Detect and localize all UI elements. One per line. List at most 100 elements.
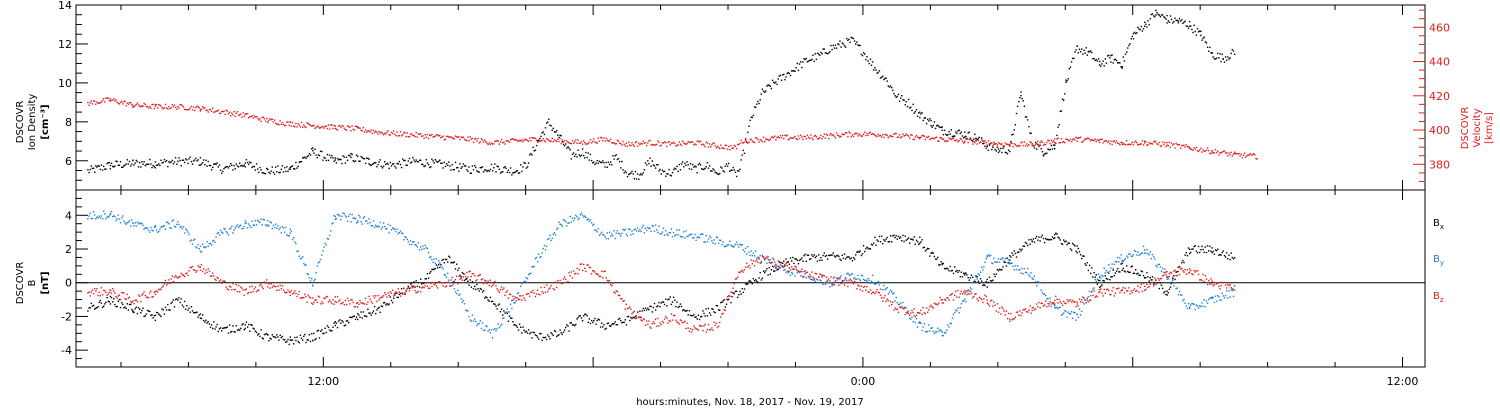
velocity-point xyxy=(813,135,815,137)
bx-point xyxy=(115,305,117,308)
velocity-point xyxy=(885,133,887,136)
velocity-point xyxy=(531,137,533,139)
by-point xyxy=(829,286,831,288)
velocity-point xyxy=(268,119,270,122)
bx-point xyxy=(313,332,315,335)
by-point xyxy=(187,231,189,233)
velocity-point xyxy=(1024,145,1027,147)
density-point xyxy=(206,165,208,167)
bx-point xyxy=(513,324,515,326)
density-point xyxy=(961,135,964,137)
density-point xyxy=(1065,81,1067,83)
bx-point xyxy=(759,272,761,274)
velocity-point xyxy=(825,133,828,135)
density-point xyxy=(127,163,130,165)
bz-point xyxy=(441,282,443,284)
bx-point xyxy=(266,332,268,335)
bx-point xyxy=(979,278,982,280)
density-point xyxy=(1099,60,1101,63)
bx-point xyxy=(986,286,988,288)
velocity-point xyxy=(516,140,519,142)
bx-point xyxy=(1195,250,1198,252)
density-point xyxy=(977,137,979,140)
density-point xyxy=(703,168,705,170)
velocity-point xyxy=(770,136,773,139)
bx-point xyxy=(744,283,747,285)
by-point xyxy=(615,232,617,234)
velocity-point xyxy=(920,136,922,138)
bx-point xyxy=(1016,251,1019,254)
bz-point xyxy=(515,300,517,302)
by-point xyxy=(322,250,324,252)
bx-point xyxy=(128,303,131,306)
velocity-point xyxy=(101,99,104,102)
bz-point xyxy=(523,297,525,299)
bx-point xyxy=(1121,269,1123,271)
velocity-point xyxy=(306,122,308,124)
density-point xyxy=(1137,26,1139,29)
velocity-point xyxy=(1158,141,1160,144)
by-point xyxy=(1004,257,1006,260)
by-point xyxy=(502,317,504,320)
by-point xyxy=(1186,307,1189,310)
velocity-point xyxy=(1126,140,1128,142)
bx-point xyxy=(541,339,543,342)
density-point xyxy=(619,160,621,163)
density-point xyxy=(305,157,307,160)
density-point xyxy=(572,152,575,154)
by-point xyxy=(1228,290,1230,292)
bz-point xyxy=(471,273,474,275)
velocity-point xyxy=(574,141,576,143)
by-point xyxy=(203,246,205,248)
bx-point xyxy=(841,254,843,256)
velocity-point xyxy=(509,139,512,141)
velocity-point xyxy=(795,138,797,140)
density-point xyxy=(170,161,172,163)
bx-point xyxy=(147,310,150,312)
density-point xyxy=(107,162,109,164)
bz-point xyxy=(348,299,350,302)
density-point xyxy=(119,161,122,163)
velocity-point xyxy=(558,140,560,143)
density-point xyxy=(390,165,393,167)
bz-point xyxy=(308,296,311,298)
bx-point xyxy=(1099,286,1101,289)
bz-point xyxy=(801,268,803,270)
bx-point xyxy=(594,317,596,320)
density-point xyxy=(334,159,336,161)
velocity-point xyxy=(342,125,344,127)
velocity-point xyxy=(800,134,802,136)
by-point xyxy=(904,306,906,308)
bz-point xyxy=(432,281,434,284)
bx-point xyxy=(961,276,964,278)
density-point xyxy=(1179,20,1182,22)
velocity-point xyxy=(1105,140,1108,142)
velocity-point xyxy=(984,140,986,142)
density-point xyxy=(1084,52,1086,54)
velocity-point xyxy=(796,138,798,141)
velocity-point xyxy=(448,136,450,138)
by-point xyxy=(92,211,95,213)
bz-point xyxy=(414,289,416,292)
density-point xyxy=(543,133,546,136)
velocity-point xyxy=(729,149,731,151)
by-point xyxy=(1199,305,1201,307)
density-point xyxy=(1208,50,1210,52)
velocity-point xyxy=(725,144,728,147)
by-point xyxy=(650,230,652,232)
density-point xyxy=(1195,34,1198,36)
bx-point xyxy=(1009,259,1011,261)
bx-point xyxy=(1115,270,1118,272)
density-point xyxy=(995,150,997,152)
density-point xyxy=(1085,47,1087,49)
density-point xyxy=(587,152,589,154)
bz-point xyxy=(467,276,469,278)
velocity-point xyxy=(904,134,906,137)
velocity-point xyxy=(985,141,987,144)
velocity-point xyxy=(994,143,996,145)
density-point xyxy=(208,164,211,167)
by-point xyxy=(1001,258,1003,260)
bx-point xyxy=(268,340,270,342)
by-point xyxy=(403,239,405,241)
by-point xyxy=(547,238,549,240)
